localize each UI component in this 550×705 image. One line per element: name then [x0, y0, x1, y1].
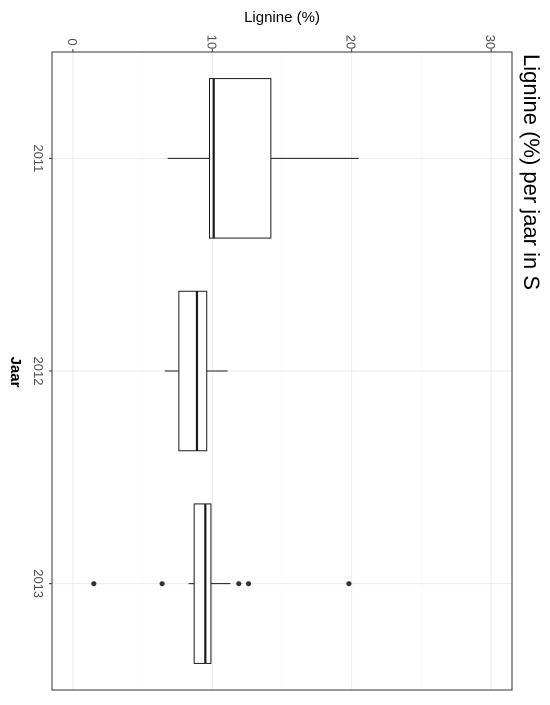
- category-tick-label: 2012: [31, 357, 46, 386]
- outlier-point: [91, 581, 96, 586]
- box-iqr: [210, 79, 271, 239]
- chart-title: Lignine (%) per jaar in S: [519, 54, 544, 290]
- value-tick-label: 10: [204, 35, 219, 49]
- x-axis-title: Jaar: [7, 357, 24, 388]
- category-tick-label: 2013: [31, 569, 46, 598]
- outlier-point: [160, 581, 165, 586]
- value-tick-label: 20: [344, 35, 359, 49]
- value-tick-label: 30: [483, 35, 498, 49]
- outlier-point: [246, 581, 251, 586]
- y-axis-title: Lignine (%): [244, 9, 320, 26]
- value-tick-label: 0: [65, 38, 80, 45]
- category-tick-label: 2011: [31, 144, 46, 172]
- box-iqr: [179, 291, 207, 451]
- box-2012: [165, 291, 228, 451]
- box-2011: [168, 79, 359, 239]
- grid: [52, 52, 512, 690]
- outlier-point: [346, 581, 351, 586]
- box-iqr: [194, 504, 211, 663]
- outlier-point: [236, 581, 241, 586]
